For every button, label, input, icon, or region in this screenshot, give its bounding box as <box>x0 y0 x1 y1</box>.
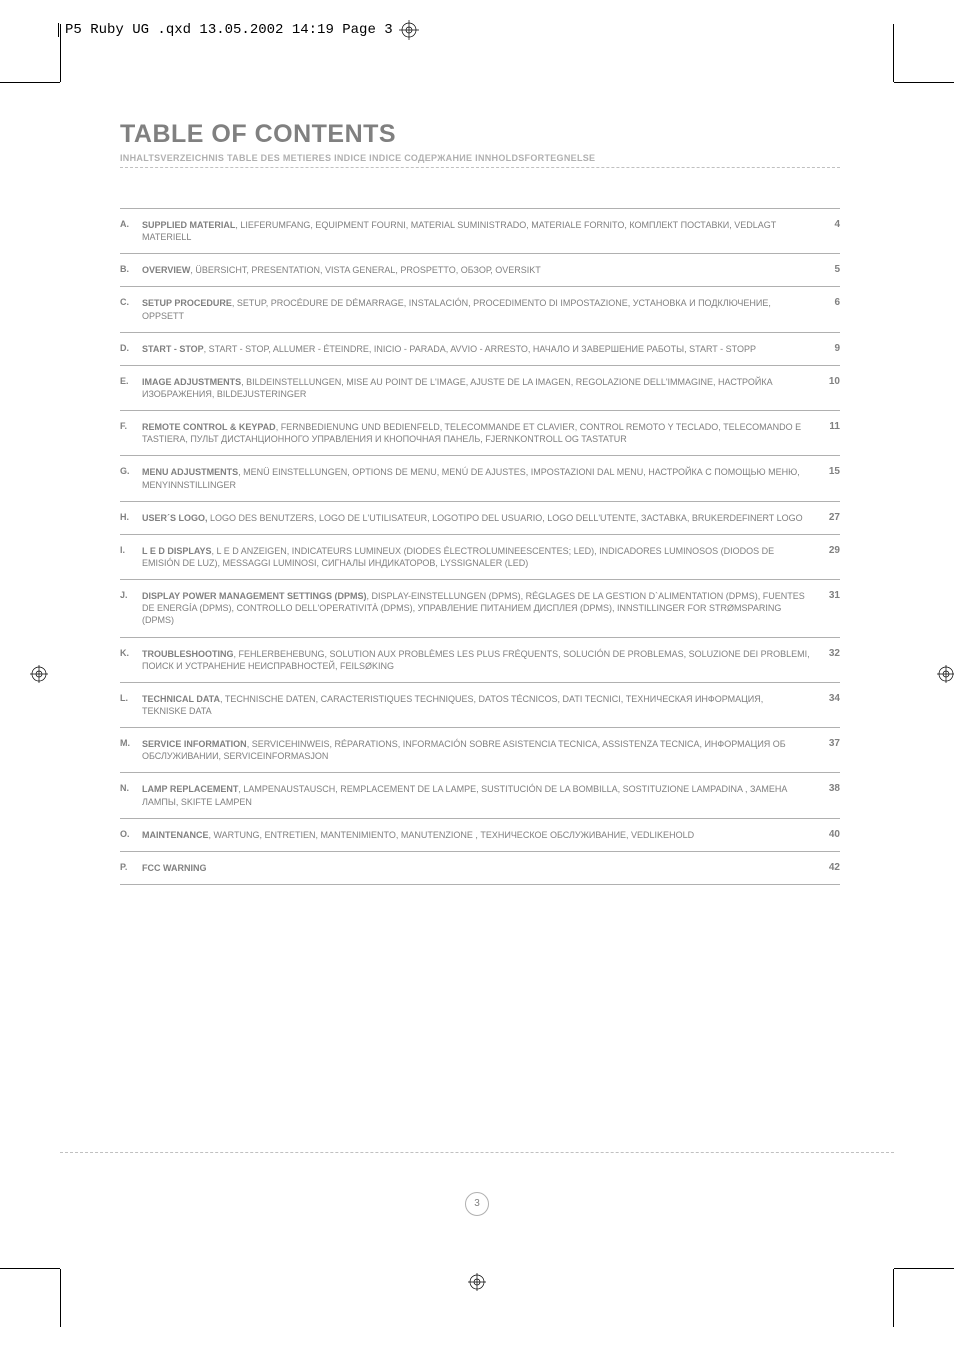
crop-mark <box>60 1269 61 1327</box>
toc-page: 11 <box>810 411 840 456</box>
toc-page: 10 <box>810 366 840 411</box>
page-subtitle: INHALTSVERZEICHNIS TABLE DES METIERES IN… <box>120 153 840 163</box>
toc-letter: B. <box>120 254 142 287</box>
toc-letter: J. <box>120 580 142 637</box>
toc-row: H.USER´S LOGO, LOGO DES BENUTZERS, LOGO … <box>120 502 840 535</box>
toc-page: 38 <box>810 773 840 818</box>
toc-letter: O. <box>120 819 142 852</box>
toc-letter: K. <box>120 638 142 683</box>
toc-text: OVERVIEW, ÜBERSICHT, PRESENTATION, VISTA… <box>142 254 810 287</box>
toc-row: E.IMAGE ADJUSTMENTS, BILDEINSTELLUNGEN, … <box>120 366 840 411</box>
toc-row: D.START - STOP, START - STOP, ALLUMER - … <box>120 333 840 366</box>
toc-letter: H. <box>120 502 142 535</box>
crop-mark <box>60 24 61 82</box>
toc-text: DISPLAY POWER MANAGEMENT SETTINGS (DPMS)… <box>142 580 810 637</box>
toc-page: 6 <box>810 287 840 332</box>
cutbox: P5 Ruby UG .qxd 13.05.2002 14:19 Page 3 <box>58 20 419 40</box>
crop-mark <box>894 1268 954 1269</box>
toc-text: SETUP PROCEDURE, SETUP, PROCÉDURE DE DÉM… <box>142 287 810 332</box>
crop-mark <box>0 1268 60 1269</box>
toc-text: MENU ADJUSTMENTS, MENÜ EINSTELLUNGEN, OP… <box>142 456 810 501</box>
toc-row: F.REMOTE CONTROL & KEYPAD, FERNBEDIENUNG… <box>120 411 840 456</box>
toc-page: 9 <box>810 333 840 366</box>
toc-letter: D. <box>120 333 142 366</box>
toc-row: G.MENU ADJUSTMENTS, MENÜ EINSTELLUNGEN, … <box>120 456 840 501</box>
toc-page: 27 <box>810 502 840 535</box>
toc-text: FCC WARNING <box>142 852 810 885</box>
toc-page: 34 <box>810 683 840 728</box>
crop-mark <box>0 82 60 83</box>
toc-letter: F. <box>120 411 142 456</box>
toc-row: P.FCC WARNING42 <box>120 852 840 885</box>
page-number: 3 <box>465 1192 489 1216</box>
page: P5 Ruby UG .qxd 13.05.2002 14:19 Page 3 … <box>0 0 954 1351</box>
toc-text: LAMP REPLACEMENT, LAMPENAUSTAUSCH, REMPL… <box>142 773 810 818</box>
toc-letter: A. <box>120 208 142 254</box>
cutbox-text: P5 Ruby UG .qxd 13.05.2002 14:19 Page 3 <box>65 22 393 38</box>
toc-text: TROUBLESHOOTING, FEHLERBEHEBUNG, SOLUTIO… <box>142 638 810 683</box>
toc-page: 5 <box>810 254 840 287</box>
toc-row: O.MAINTENANCE, WARTUNG, ENTRETIEN, MANTE… <box>120 819 840 852</box>
toc-text: SERVICE INFORMATION, SERVICEHINWEIS, RÉP… <box>142 728 810 773</box>
divider-dashed <box>60 1152 894 1153</box>
toc-letter: N. <box>120 773 142 818</box>
toc-page: 29 <box>810 535 840 580</box>
toc-text: REMOTE CONTROL & KEYPAD, FERNBEDIENUNG U… <box>142 411 810 456</box>
toc-page: 37 <box>810 728 840 773</box>
content-area: TABLE OF CONTENTS INHALTSVERZEICHNIS TAB… <box>120 120 840 885</box>
registration-mark-icon <box>937 665 954 683</box>
toc-text: SUPPLIED MATERIAL, LIEFERUMFANG, EQUIPME… <box>142 208 810 254</box>
toc-text: USER´S LOGO, LOGO DES BENUTZERS, LOGO DE… <box>142 502 810 535</box>
toc-page: 40 <box>810 819 840 852</box>
toc-row: J.DISPLAY POWER MANAGEMENT SETTINGS (DPM… <box>120 580 840 637</box>
toc-text: TECHNICAL DATA, TECHNISCHE DATEN, CARACT… <box>142 683 810 728</box>
toc-row: B.OVERVIEW, ÜBERSICHT, PRESENTATION, VIS… <box>120 254 840 287</box>
toc-row: K.TROUBLESHOOTING, FEHLERBEHEBUNG, SOLUT… <box>120 638 840 683</box>
toc-letter: G. <box>120 456 142 501</box>
cutbox-bar <box>58 23 59 37</box>
crop-mark <box>894 82 954 83</box>
toc-row: N.LAMP REPLACEMENT, LAMPENAUSTAUSCH, REM… <box>120 773 840 818</box>
crop-mark <box>893 1269 894 1327</box>
toc-row: L.TECHNICAL DATA, TECHNISCHE DATEN, CARA… <box>120 683 840 728</box>
toc-letter: P. <box>120 852 142 885</box>
toc-page: 15 <box>810 456 840 501</box>
toc-letter: M. <box>120 728 142 773</box>
toc-row: M.SERVICE INFORMATION, SERVICEHINWEIS, R… <box>120 728 840 773</box>
toc-page: 32 <box>810 638 840 683</box>
toc-table: A.SUPPLIED MATERIAL, LIEFERUMFANG, EQUIP… <box>120 208 840 885</box>
page-title: TABLE OF CONTENTS <box>120 120 840 149</box>
registration-mark-icon <box>468 1273 486 1291</box>
cutbox-reg-icon <box>399 20 419 40</box>
toc-page: 4 <box>810 208 840 254</box>
toc-letter: L. <box>120 683 142 728</box>
toc-row: A.SUPPLIED MATERIAL, LIEFERUMFANG, EQUIP… <box>120 208 840 254</box>
toc-text: IMAGE ADJUSTMENTS, BILDEINSTELLUNGEN, MI… <box>142 366 810 411</box>
toc-page: 42 <box>810 852 840 885</box>
toc-row: I.L E D DISPLAYS, L E D ANZEIGEN, INDICA… <box>120 535 840 580</box>
page-number-container: 3 <box>0 1192 954 1216</box>
toc-letter: E. <box>120 366 142 411</box>
toc-text: MAINTENANCE, WARTUNG, ENTRETIEN, MANTENI… <box>142 819 810 852</box>
toc-text: START - STOP, START - STOP, ALLUMER - ÉT… <box>142 333 810 366</box>
registration-mark-icon <box>30 665 48 683</box>
toc-page: 31 <box>810 580 840 637</box>
toc-text: L E D DISPLAYS, L E D ANZEIGEN, INDICATE… <box>142 535 810 580</box>
toc-letter: I. <box>120 535 142 580</box>
divider-dashed <box>120 167 840 168</box>
crop-mark <box>893 24 894 82</box>
toc-row: C.SETUP PROCEDURE, SETUP, PROCÉDURE DE D… <box>120 287 840 332</box>
toc-letter: C. <box>120 287 142 332</box>
